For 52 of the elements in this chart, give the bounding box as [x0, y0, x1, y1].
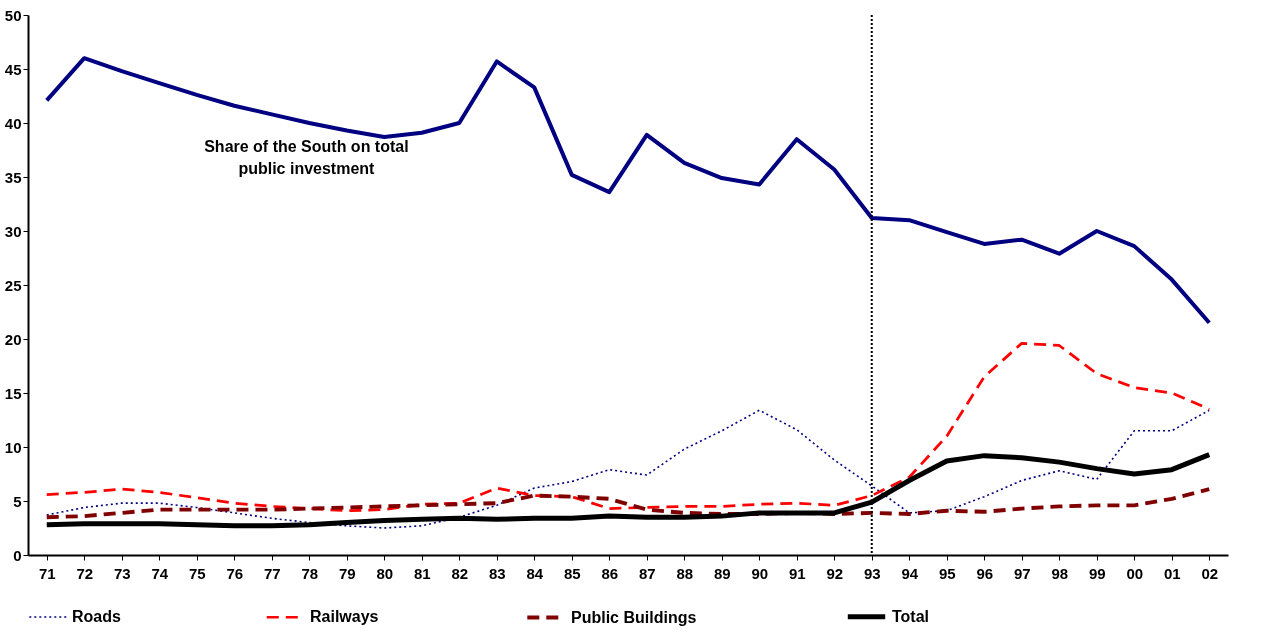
y-tick-label: 0: [13, 546, 22, 564]
x-tick-label: 85: [563, 564, 581, 582]
x-tick-label: 99: [1088, 564, 1106, 582]
x-tick-label: 91: [788, 564, 806, 582]
x-tick-label: 78: [301, 564, 319, 582]
y-tick-label: 25: [4, 276, 22, 294]
annotation: Share of the South on total public investment: [204, 138, 409, 178]
line-series: [45, 341, 1211, 513]
x-tick-label: 75: [188, 564, 206, 582]
legend-label: Roads: [72, 608, 121, 625]
x-tick-label: 93: [863, 564, 881, 582]
x-tick-label: 87: [638, 564, 656, 582]
x-tick-label: 01: [1163, 564, 1181, 582]
x-tick-label: 79: [338, 564, 356, 582]
y-tick-label: 5: [13, 492, 22, 510]
line-series: [44, 56, 1212, 325]
x-tick-label: 77: [263, 564, 281, 582]
legend-label: Railways: [310, 608, 379, 626]
x-tick-label: 71: [38, 564, 56, 582]
x-tick-label: 81: [413, 564, 431, 582]
y-tick-label: 30: [4, 222, 22, 240]
y-tick-label: 40: [4, 114, 22, 132]
x-tick-label: 88: [676, 564, 694, 582]
x-tick-label: 76: [226, 564, 244, 582]
y-tick-label: 10: [4, 438, 22, 456]
x-tick-label: 90: [751, 564, 769, 582]
x-tick-label: 73: [113, 564, 131, 582]
x-tick-label: 94: [901, 564, 919, 582]
x-tick-label: 72: [76, 564, 94, 582]
x-tick-label: 84: [526, 564, 544, 582]
x-tick-label: 89: [713, 564, 731, 582]
x-tick-label: 96: [976, 564, 994, 582]
x-tick-label: 02: [1201, 564, 1219, 582]
legend-label: Public Buildings: [571, 608, 697, 626]
y-tick-label: 20: [4, 330, 22, 348]
x-tick-label: 98: [1051, 564, 1069, 582]
x-tick-label: 00: [1126, 564, 1144, 582]
x-tick-label: 83: [488, 564, 506, 582]
y-tick-label: 45: [4, 60, 22, 78]
x-tick-label: 82: [451, 564, 469, 582]
x-tick-label: 86: [601, 564, 619, 582]
x-tick-label: 95: [938, 564, 956, 582]
x-tick-label: 80: [376, 564, 394, 582]
y-tick-label: 50: [4, 6, 22, 24]
line-series: [45, 409, 1211, 529]
x-tick-label: 97: [1013, 564, 1031, 582]
x-tick-label: 92: [826, 564, 844, 582]
y-tick-label: 35: [4, 168, 22, 186]
y-tick-label: 15: [4, 384, 22, 402]
line-series: [44, 487, 1212, 520]
legend-label: Total: [892, 607, 930, 625]
x-tick-label: 74: [151, 564, 169, 582]
